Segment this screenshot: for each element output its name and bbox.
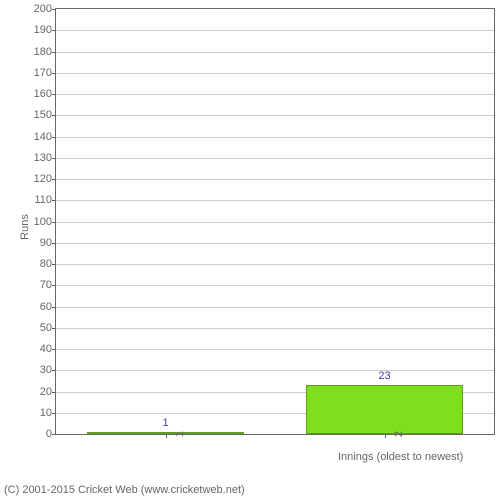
gridline [56, 179, 494, 180]
xtick-mark [385, 434, 386, 438]
ytick-label: 10 [40, 407, 56, 419]
ytick-label: 30 [40, 364, 56, 376]
gridline [56, 222, 494, 223]
bar [306, 385, 464, 434]
ytick-label: 190 [34, 24, 56, 36]
ytick-label: 120 [34, 173, 56, 185]
ytick-label: 170 [34, 67, 56, 79]
ytick-label: 180 [34, 46, 56, 58]
xtick-label: 2 [389, 431, 405, 437]
x-axis-title: Innings (oldest to newest) [338, 451, 463, 463]
ytick-label: 110 [34, 194, 56, 206]
gridline [56, 349, 494, 350]
ytick-label: 90 [40, 237, 56, 249]
gridline [56, 52, 494, 53]
ytick-label: 100 [34, 216, 56, 228]
ytick-label: 70 [40, 279, 56, 291]
gridline [56, 30, 494, 31]
gridline [56, 158, 494, 159]
gridline [56, 328, 494, 329]
copyright-text: (C) 2001-2015 Cricket Web (www.cricketwe… [4, 484, 245, 496]
gridline [56, 137, 494, 138]
gridline [56, 73, 494, 74]
gridline [56, 115, 494, 116]
ytick-label: 50 [40, 322, 56, 334]
gridline [56, 285, 494, 286]
gridline [56, 94, 494, 95]
ytick-label: 0 [46, 428, 56, 440]
xtick-label: 1 [170, 431, 186, 437]
ytick-label: 140 [34, 131, 56, 143]
ytick-label: 60 [40, 301, 56, 313]
gridline [56, 370, 494, 371]
plot-area: 0102030405060708090100110120130140150160… [55, 8, 495, 435]
gridline [56, 307, 494, 308]
ytick-label: 40 [40, 343, 56, 355]
ytick-label: 130 [34, 152, 56, 164]
y-axis-title: Runs [19, 214, 31, 240]
bar-value-label: 23 [378, 370, 390, 382]
ytick-label: 160 [34, 88, 56, 100]
gridline [56, 243, 494, 244]
ytick-label: 150 [34, 109, 56, 121]
ytick-label: 20 [40, 386, 56, 398]
xtick-mark [166, 434, 167, 438]
gridline [56, 200, 494, 201]
chart-container: 0 10 20 30 40 50 60 70 80 90 100 110 120 130 140 150 160… [0, 0, 500, 500]
ytick-label: 200 [34, 3, 56, 15]
ytick-label: 80 [40, 258, 56, 270]
gridline [56, 264, 494, 265]
bar-value-label: 1 [162, 417, 168, 429]
